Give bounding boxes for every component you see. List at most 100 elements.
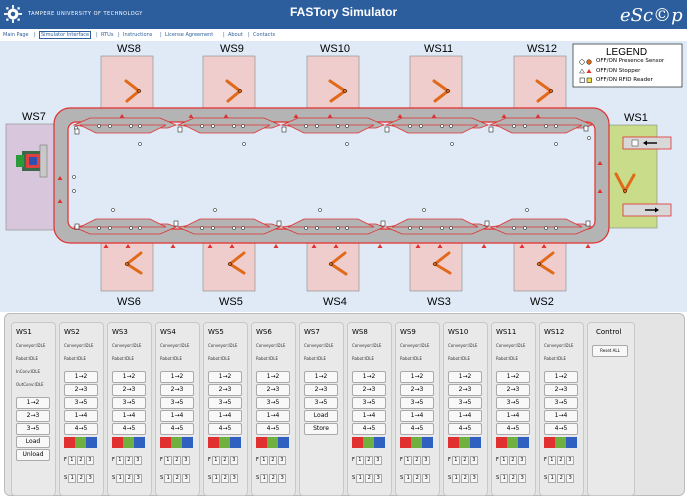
ws6-move-3-5-button[interactable]: 3→5 bbox=[256, 397, 290, 409]
ws3-move-3-5-button[interactable]: 3→5 bbox=[112, 397, 146, 409]
ws11-move-3-5-button[interactable]: 3→5 bbox=[496, 397, 530, 409]
ws4-move-2-3-button[interactable]: 2→3 bbox=[160, 384, 194, 396]
ws8-move-2-3-button[interactable]: 2→3 bbox=[352, 384, 386, 396]
ws6-move-1-2-button[interactable]: 1→2 bbox=[256, 371, 290, 383]
ws7-move-1-2-button[interactable]: 1→2 bbox=[304, 371, 338, 383]
ws4-color-selector[interactable] bbox=[160, 437, 193, 448]
ws9-move-4-5-button[interactable]: 4→5 bbox=[400, 423, 434, 435]
ws3-move-4-5-button[interactable]: 4→5 bbox=[112, 423, 146, 435]
ws10-color-selector[interactable] bbox=[448, 437, 481, 448]
ws9-move-3-5-button[interactable]: 3→5 bbox=[400, 397, 434, 409]
reset-all-button[interactable]: Reset ALL bbox=[592, 345, 628, 357]
ws5-move-3-5-button[interactable]: 3→5 bbox=[208, 397, 242, 409]
ws11-move-2-3-button[interactable]: 2→3 bbox=[496, 384, 530, 396]
ws8-conveyor-status: Conveyor:IDLE bbox=[352, 343, 382, 348]
ws5-move-2-3-button[interactable]: 2→3 bbox=[208, 384, 242, 396]
ws2-move-4-5-button[interactable]: 4→5 bbox=[64, 423, 98, 435]
ws9-move-1-2-button[interactable]: 1→2 bbox=[400, 371, 434, 383]
ws3-move-1-2-button[interactable]: 1→2 bbox=[112, 371, 146, 383]
ws12-color-selector[interactable] bbox=[544, 437, 577, 448]
ws9-move-1-4-button[interactable]: 1→4 bbox=[400, 410, 434, 422]
ws8-move-1-2-button[interactable]: 1→2 bbox=[352, 371, 386, 383]
ws10-move-2-3-button[interactable]: 2→3 bbox=[448, 384, 482, 396]
ws7-move-3-5-button[interactable]: 3→5 bbox=[304, 397, 338, 409]
ws7-store-button[interactable]: Store bbox=[304, 423, 338, 435]
ws10-move-4-5-button[interactable]: 4→5 bbox=[448, 423, 482, 435]
nav-about[interactable]: About bbox=[228, 32, 243, 38]
ws9-move-2-3-button[interactable]: 2→3 bbox=[400, 384, 434, 396]
ws11-move-1-2-button[interactable]: 1→2 bbox=[496, 371, 530, 383]
ws12-move-4-5-button[interactable]: 4→5 bbox=[544, 423, 578, 435]
ws2-color-selector[interactable] bbox=[64, 437, 97, 448]
nav-sep: | bbox=[160, 32, 162, 38]
ws6-move-4-5-button[interactable]: 4→5 bbox=[256, 423, 290, 435]
ws5-color-selector[interactable] bbox=[208, 437, 241, 448]
ws8-color-selector[interactable] bbox=[352, 437, 385, 448]
ws10-move-1-2-button[interactable]: 1→2 bbox=[448, 371, 482, 383]
ws12-move-1-4-button[interactable]: 1→4 bbox=[544, 410, 578, 422]
ws3-move-1-4-button[interactable]: 1→4 bbox=[112, 410, 146, 422]
nav-license[interactable]: License Agreement bbox=[165, 32, 214, 38]
ws6-color-selector[interactable] bbox=[256, 437, 289, 448]
ws1-move-1-2-button[interactable]: 1→2 bbox=[16, 397, 50, 409]
nav-simulator-interface[interactable]: Simulator Interface bbox=[39, 31, 92, 39]
ws3-color-selector[interactable] bbox=[112, 437, 145, 448]
ws8-move-4-5-button[interactable]: 4→5 bbox=[352, 423, 386, 435]
ws5-move-1-4-button[interactable]: 1→4 bbox=[208, 410, 242, 422]
ws4-move-4-5-button[interactable]: 4→5 bbox=[160, 423, 194, 435]
nav-rtus[interactable]: RTUs bbox=[101, 32, 114, 38]
ws4-move-1-2-button[interactable]: 1→2 bbox=[160, 371, 194, 383]
ws5-move-4-5-button[interactable]: 4→5 bbox=[208, 423, 242, 435]
ws2-move-1-4-button[interactable]: 1→4 bbox=[64, 410, 98, 422]
nav-contacts[interactable]: Contacts bbox=[253, 32, 276, 38]
ws12-move-1-2-button[interactable]: 1→2 bbox=[544, 371, 578, 383]
ws4-move-1-4-button[interactable]: 1→4 bbox=[160, 410, 194, 422]
ws1-move-2-3-button[interactable]: 2→3 bbox=[16, 410, 50, 422]
ws1-load-button[interactable]: Load bbox=[16, 436, 50, 448]
ws2-move-1-2-button[interactable]: 1→2 bbox=[64, 371, 98, 383]
ws11-move-1-4-button[interactable]: 1→4 bbox=[496, 410, 530, 422]
nav-instructions[interactable]: Instructions bbox=[123, 32, 153, 38]
ws6-move-1-4-button[interactable]: 1→4 bbox=[256, 410, 290, 422]
ws6-move-2-3-button[interactable]: 2→3 bbox=[256, 384, 290, 396]
ws3-move-2-3-button[interactable]: 2→3 bbox=[112, 384, 146, 396]
ws10-move-1-4-button[interactable]: 1→4 bbox=[448, 410, 482, 422]
ws10-move-3-5-button[interactable]: 3→5 bbox=[448, 397, 482, 409]
ws8-move-1-4-button[interactable]: 1→4 bbox=[352, 410, 386, 422]
ws9-color-selector[interactable] bbox=[400, 437, 433, 448]
ws7-load-button[interactable]: Load bbox=[304, 410, 338, 422]
ws4-move-3-5-button[interactable]: 3→5 bbox=[160, 397, 194, 409]
ws11-color-selector[interactable] bbox=[496, 437, 529, 448]
ws1-unload-button[interactable]: Unload bbox=[16, 449, 50, 461]
ws12-move-2-3-button[interactable]: 2→3 bbox=[544, 384, 578, 396]
ws8-move-3-5-button[interactable]: 3→5 bbox=[352, 397, 386, 409]
ws1-move-3-5-button[interactable]: 3→5 bbox=[16, 423, 50, 435]
ws12-move-3-5-button[interactable]: 3→5 bbox=[544, 397, 578, 409]
ws5-move-1-2-button[interactable]: 1→2 bbox=[208, 371, 242, 383]
nav-main-page[interactable]: Main Page bbox=[3, 32, 29, 38]
ws7-move-2-3-button[interactable]: 2→3 bbox=[304, 384, 338, 396]
ws2-move-3-5-button[interactable]: 3→5 bbox=[64, 397, 98, 409]
ws2-move-2-3-button[interactable]: 2→3 bbox=[64, 384, 98, 396]
ws11-move-4-5-button[interactable]: 4→5 bbox=[496, 423, 530, 435]
